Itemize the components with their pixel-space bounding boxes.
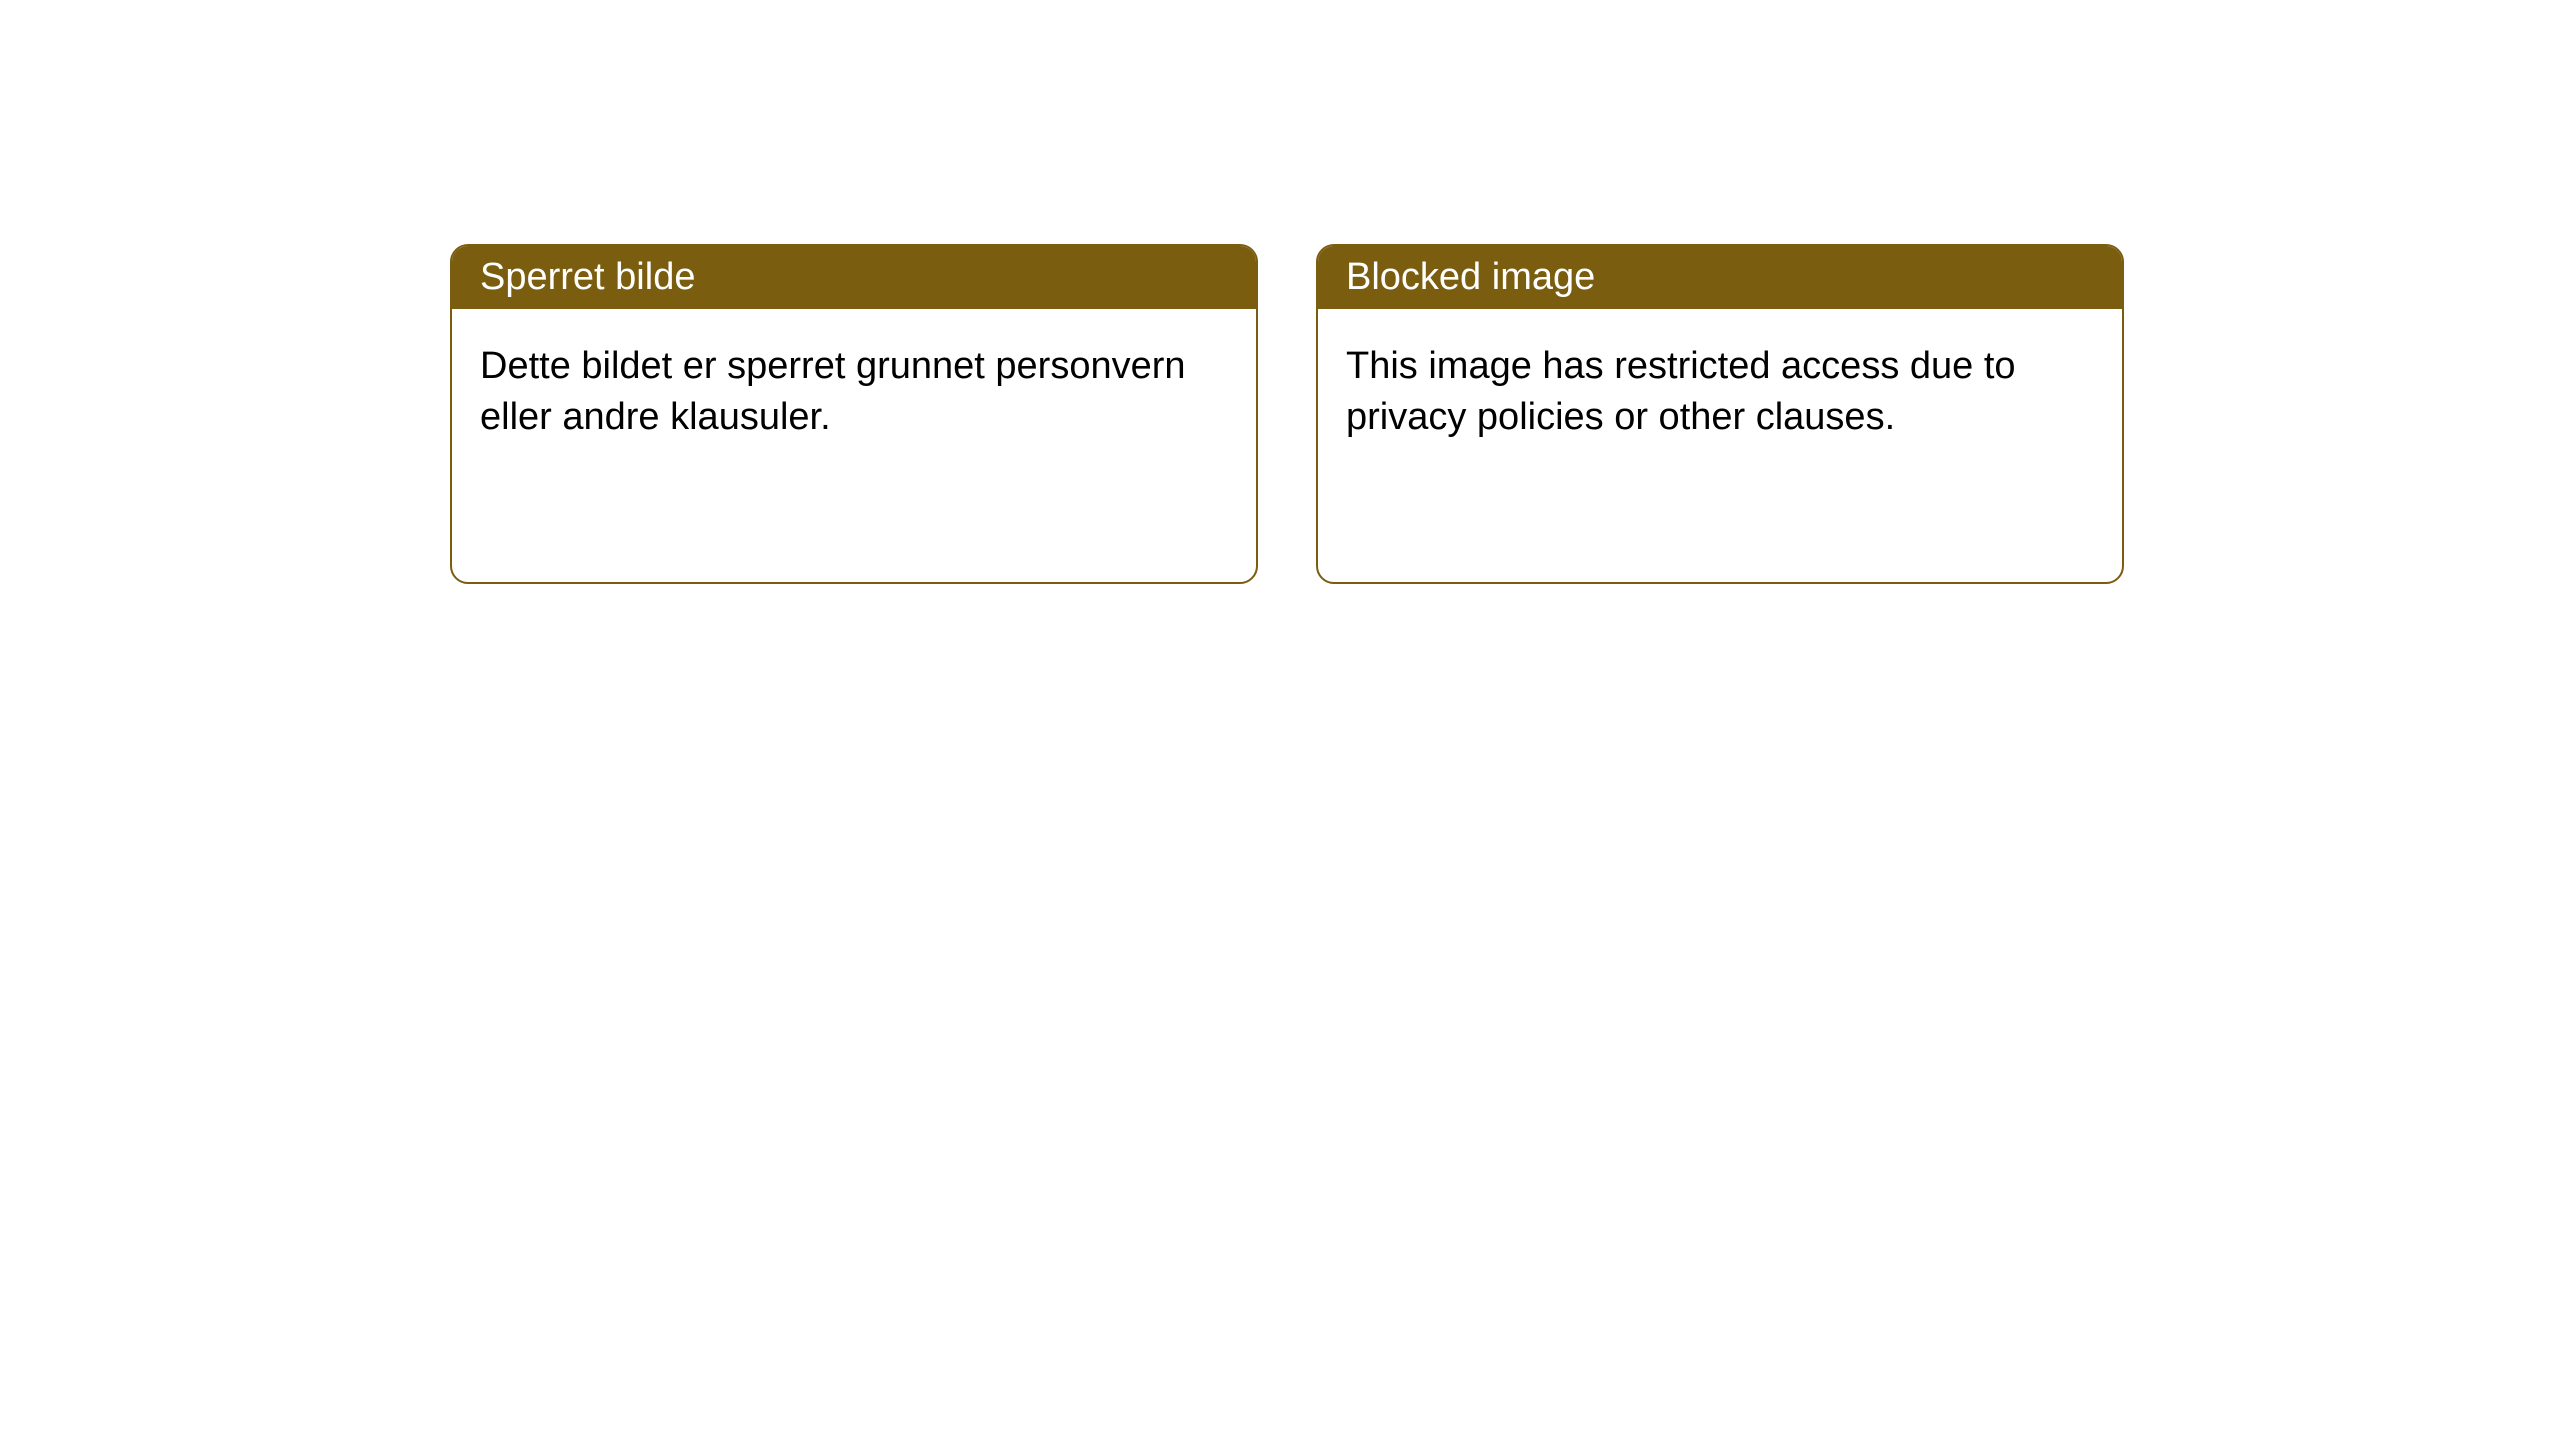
cards-container: Sperret bilde Dette bildet er sperret gr… (450, 244, 2560, 584)
card-english: Blocked image This image has restricted … (1316, 244, 2124, 584)
card-header-en: Blocked image (1318, 246, 2122, 309)
card-norwegian: Sperret bilde Dette bildet er sperret gr… (450, 244, 1258, 584)
card-header-no: Sperret bilde (452, 246, 1256, 309)
card-body-en: This image has restricted access due to … (1318, 309, 2122, 476)
card-body-no: Dette bildet er sperret grunnet personve… (452, 309, 1256, 476)
